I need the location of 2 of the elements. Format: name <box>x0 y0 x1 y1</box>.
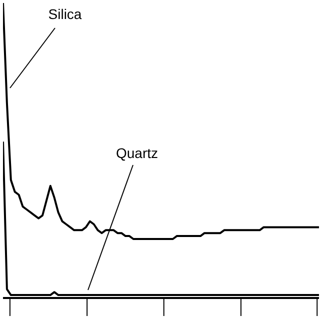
annotation: Quartz <box>116 145 158 161</box>
annotation: Silica <box>48 6 82 22</box>
